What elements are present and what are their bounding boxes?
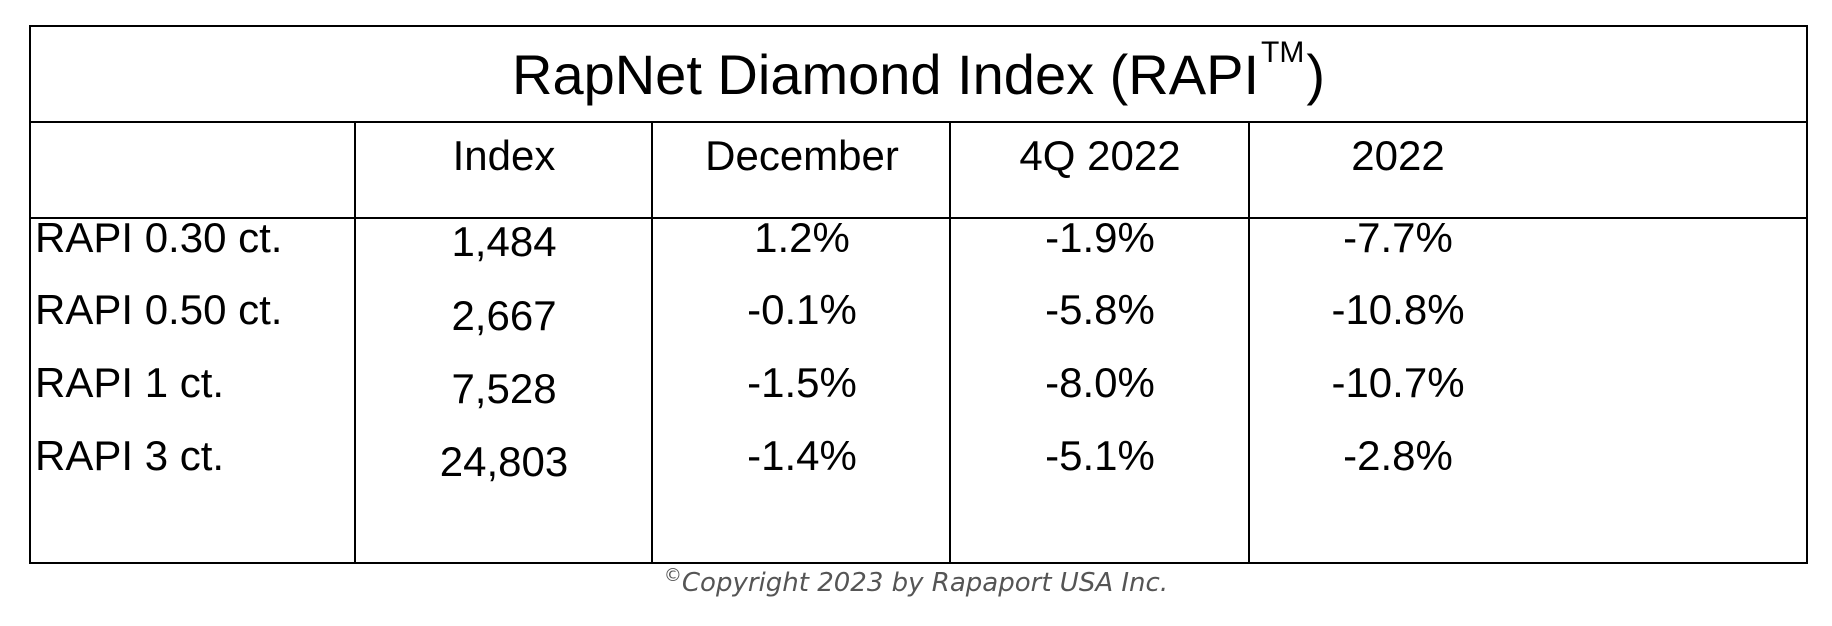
table-title-close: ) [1306,43,1325,106]
table-title-text: RapNet Diamond Index (RAPI [512,43,1260,106]
q4-2022-value: -5.8% [1045,286,1155,333]
column-header-4q-2022: 4Q 2022 [1019,132,1181,179]
index-value: 1,484 [451,218,557,265]
column-divider [651,123,653,562]
column-divider [354,123,356,562]
table-title: RapNet Diamond Index (RAPI TM) [31,27,1806,123]
december-value: -0.1% [747,286,857,333]
header-row [31,123,1806,219]
q4-2022-value: -8.0% [1045,359,1155,406]
trademark-symbol: TM [1261,36,1305,69]
row-label: RAPI 0.50 ct. [35,286,283,333]
y2022-value: -7.7% [1343,214,1453,261]
column-header-2022: 2022 [1351,132,1445,179]
december-value: -1.4% [747,432,857,479]
index-value: 24,803 [439,438,569,485]
copyright-text: Copyright 2023 by Rapaport USA Inc. [681,568,1169,598]
q4-2022-value: -5.1% [1045,432,1155,479]
december-value: -1.5% [747,359,857,406]
row-label: RAPI 1 ct. [35,359,225,406]
row-label: RAPI 3 ct. [35,432,225,479]
column-divider [1248,123,1250,562]
y2022-value: -10.7% [1331,359,1465,406]
row-label: RAPI 0.30 ct. [35,214,283,261]
rapi-table: RapNet Diamond Index (RAPI TM) Index Dece… [29,25,1808,564]
copyright-notice: ©Copyright 2023 by Rapaport USA Inc. [0,565,1832,599]
y2022-value: -2.8% [1343,432,1453,479]
copyright-symbol: © [663,565,682,586]
y2022-value: -10.8% [1331,286,1465,333]
december-value: 1.2% [754,214,850,261]
column-divider [949,123,951,562]
q4-2022-value: -1.9% [1045,214,1155,261]
index-value: 7,528 [451,365,557,412]
column-header-december: December [705,132,899,179]
index-value: 2,667 [451,292,557,339]
column-header-index: Index [452,132,556,179]
